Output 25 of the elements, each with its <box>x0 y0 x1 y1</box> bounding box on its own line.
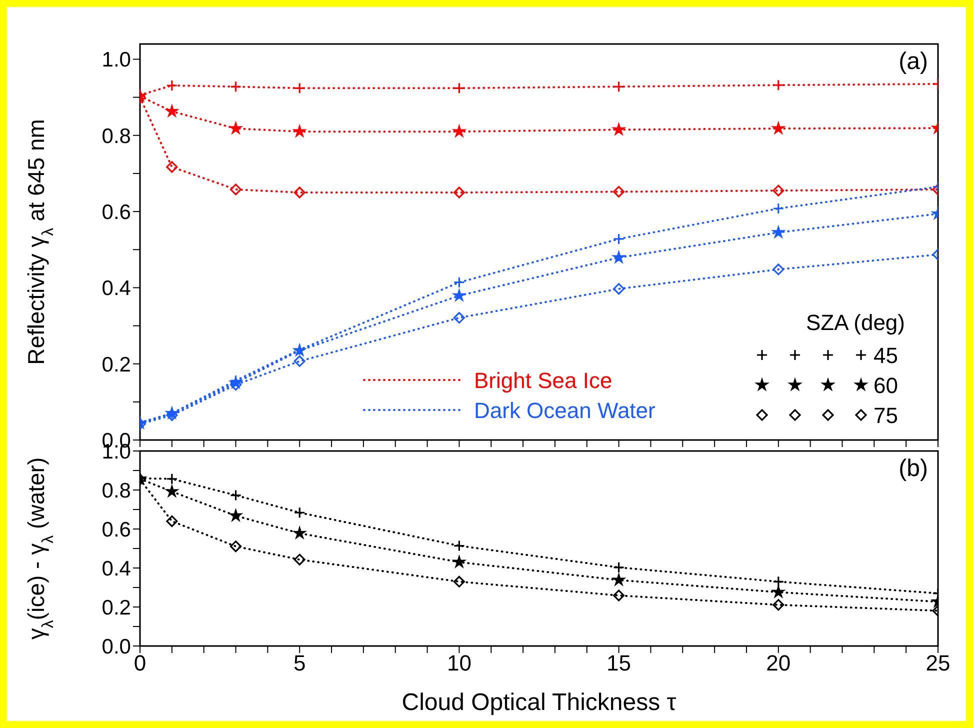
x-tick-label: 10 <box>446 650 472 676</box>
x-tick-label: 25 <box>926 650 950 676</box>
y-tick-label: 0.2 <box>102 596 131 620</box>
x-tick-label: 0 <box>134 650 146 676</box>
x-tick-label: 15 <box>606 650 632 676</box>
y-tick-label: 0.4 <box>102 277 132 300</box>
legend-title: SZA (deg) <box>806 310 905 335</box>
x-tick-label: 5 <box>293 650 306 676</box>
y-tick-label: 0.2 <box>102 353 131 376</box>
legend-label: Bright Sea Ice <box>474 368 612 393</box>
y-tick-label: 0.8 <box>102 124 131 148</box>
y-tick-label: 0.0 <box>102 635 131 658</box>
y-tick-label: 0.6 <box>102 518 131 542</box>
y-tick-label: 0.6 <box>102 200 131 224</box>
annotation: 45 <box>874 343 898 368</box>
annotation: 60 <box>874 373 898 398</box>
annotation: (b) <box>898 455 928 483</box>
y-tick-label: 0.4 <box>102 557 132 580</box>
x-tick-label: 20 <box>766 650 791 676</box>
y-tick-label: 1.0 <box>102 48 131 72</box>
y-tick-label: 0.8 <box>102 479 131 502</box>
annotation: 75 <box>874 403 898 428</box>
x-axis-title: Cloud Optical Thickness τ <box>402 689 677 716</box>
annotation: (a) <box>898 48 928 76</box>
legend-label: Dark Ocean Water <box>474 398 656 423</box>
